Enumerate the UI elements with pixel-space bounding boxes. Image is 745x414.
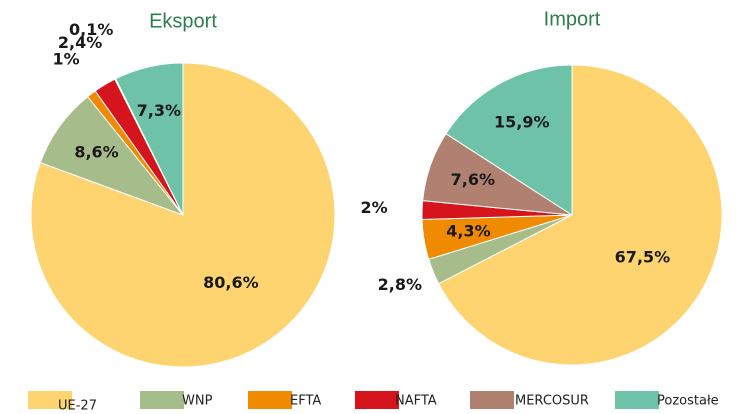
legend-label: NAFTA [395, 394, 437, 409]
value-label: 2,4% [58, 33, 102, 52]
legend-label: UE-27 [58, 399, 97, 414]
legend-swatch [470, 391, 514, 409]
legend-swatch [248, 391, 292, 409]
value-label: 0,1% [69, 20, 113, 39]
chart-title: Import [544, 8, 601, 30]
value-label: 80,6% [203, 273, 259, 292]
legend-swatch [140, 391, 184, 409]
pie-slice [437, 64, 723, 366]
value-label: 15,9% [494, 112, 550, 131]
value-label: 2% [361, 198, 388, 217]
value-label: 1% [52, 50, 79, 69]
value-label: 67,5% [615, 247, 671, 266]
value-label: 2,8% [378, 275, 422, 294]
legend-label: WNP [182, 394, 213, 409]
legend-label: MERCOSUR [515, 394, 589, 409]
pie-slice [445, 64, 573, 216]
value-label: 8,6% [74, 143, 118, 162]
legend-swatch [28, 391, 72, 409]
value-label: 7,6% [451, 170, 495, 189]
legend-label: EFTA [290, 394, 321, 409]
legend-swatch [355, 391, 399, 409]
pie-slice [30, 62, 336, 368]
value-label: 7,3% [137, 101, 181, 120]
legend-label: Pozostałe [657, 394, 719, 409]
legend-swatch [615, 391, 659, 409]
chart-title: Eksport [149, 10, 217, 32]
value-label: 4,3% [446, 222, 490, 241]
pie-slice [115, 62, 184, 216]
